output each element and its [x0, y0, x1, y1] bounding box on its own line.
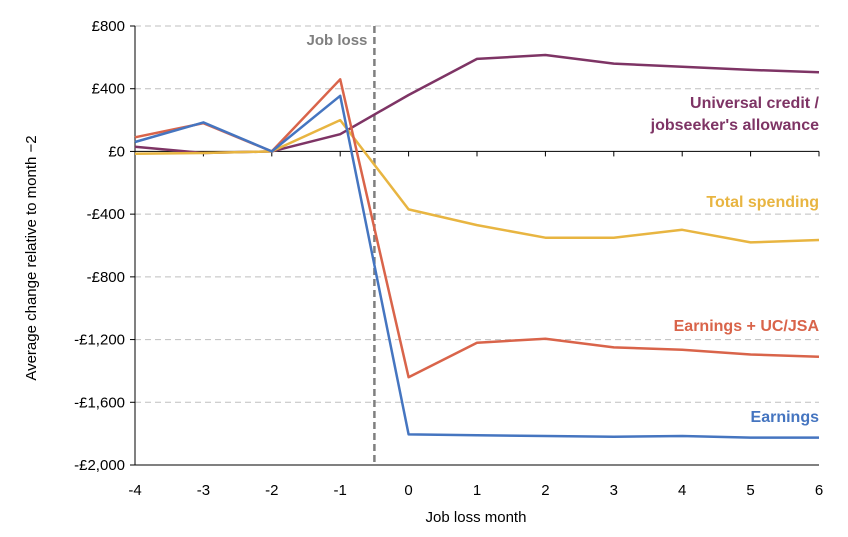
x-tick-label: -3	[197, 482, 210, 499]
x-tick-label: 0	[404, 482, 412, 499]
y-tick-label: -£800	[87, 269, 125, 286]
series-labels: Universal credit / jobseeker's allowance T…	[650, 95, 820, 426]
x-tick-label: 2	[541, 482, 549, 499]
y-tick-label: £800	[92, 18, 125, 35]
x-tick-label: 3	[610, 482, 618, 499]
y-tick-label: -£1,600	[74, 394, 125, 411]
series-label: Earnings + UC/JSA	[674, 318, 820, 335]
series-label: jobseeker's allowance	[650, 117, 819, 134]
y-tick-label: -£400	[87, 206, 125, 223]
x-tick-label: 1	[473, 482, 481, 499]
series-label: Universal credit /	[690, 95, 820, 112]
axes: £800 £400 £0 -£400 -£800 -£1,200 -£1,600 -£2,00…	[74, 18, 823, 499]
y-axis-title: Average change relative to month −2	[23, 135, 40, 380]
series-line	[134, 94, 819, 439]
x-tick-label: 4	[678, 482, 686, 499]
x-tick-label: 6	[815, 482, 823, 499]
x-axis-title: Job loss month	[426, 509, 527, 526]
x-tick-label: 5	[746, 482, 754, 499]
series-line	[134, 118, 820, 244]
series-label: Total spending	[706, 194, 819, 211]
series-lines	[134, 53, 820, 439]
y-tick-label: £400	[92, 81, 125, 98]
job-loss-label: Job loss	[307, 32, 368, 49]
y-tick-label: -£2,000	[74, 457, 125, 474]
gridlines	[135, 25, 819, 466]
x-tick-label: -2	[265, 482, 278, 499]
x-tick-label: -4	[128, 482, 141, 499]
x-tick-label: -1	[334, 482, 347, 499]
job-loss-marker: Job loss	[307, 26, 376, 465]
series-label: Earnings	[751, 409, 820, 426]
y-tick-label: -£1,200	[74, 332, 125, 349]
y-tick-label: £0	[108, 143, 125, 160]
